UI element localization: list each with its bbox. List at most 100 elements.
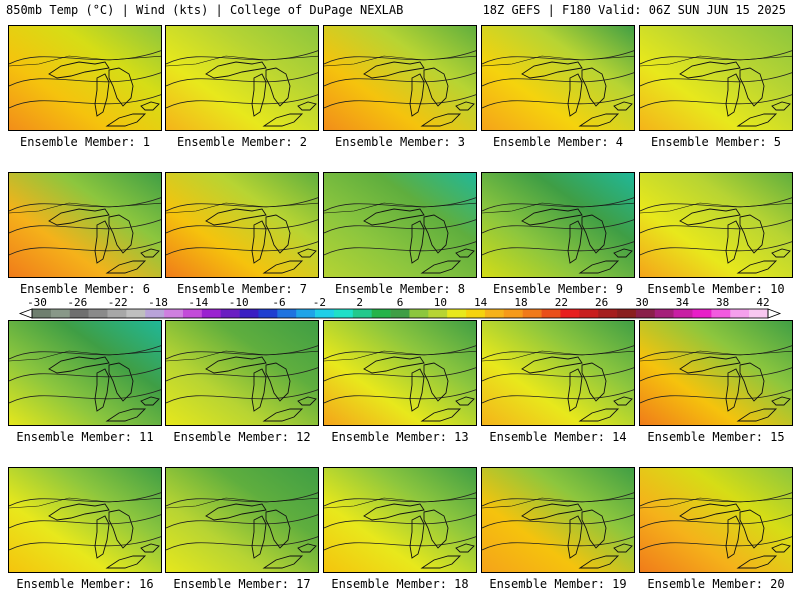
member-map-panel [639, 320, 793, 426]
colorbar-swatch [503, 309, 523, 318]
colorbar-swatch [484, 309, 505, 318]
colorbar-tick-label: -10 [229, 296, 249, 309]
temperature-field-map [166, 173, 318, 277]
member-label: Ensemble Member: 1 [19, 135, 151, 149]
member-map-panel [639, 172, 793, 278]
colorbar-swatch [635, 309, 656, 318]
colorbar-swatch [617, 309, 637, 318]
colorbar-tick-label: 22 [555, 296, 568, 309]
member-map-panel [323, 25, 477, 131]
member-map-panel [323, 172, 477, 278]
temperature-field-map [640, 321, 792, 425]
member-label: Ensemble Member: 16 [16, 577, 154, 591]
member-label: Ensemble Member: 9 [492, 282, 624, 296]
colorbar-swatch [239, 309, 259, 318]
colorbar-swatch [749, 309, 769, 318]
colorbar-swatch [32, 309, 52, 318]
colorbar-swatch [371, 309, 391, 318]
colorbar-swatch [673, 309, 693, 318]
colorbar-swatch [428, 309, 448, 318]
member-map-panel [481, 25, 635, 131]
temperature-field-map [482, 321, 634, 425]
member-label: Ensemble Member: 6 [19, 282, 151, 296]
member-map-panel [165, 467, 319, 573]
member-label: Ensemble Member: 5 [650, 135, 782, 149]
colorbar-swatch [654, 309, 674, 318]
temperature-field-map [482, 26, 634, 130]
member-map-panel [165, 25, 319, 131]
colorbar-swatch [541, 309, 561, 318]
colorbar-swatch [352, 309, 372, 318]
colorbar-swatch [579, 309, 599, 318]
colorbar-swatch [145, 309, 165, 318]
temperature-field-map [640, 468, 792, 572]
colorbar-swatch [333, 309, 354, 318]
colorbar-tick-label: -2 [313, 296, 326, 309]
colorbar-tick-label: -18 [148, 296, 168, 309]
temperature-field-map [640, 173, 792, 277]
member-map-panel [323, 320, 477, 426]
member-label: Ensemble Member: 17 [173, 577, 311, 591]
colorbar-tick-label: -6 [272, 296, 285, 309]
colorbar-tick-label: 38 [716, 296, 729, 309]
model-run-valid-time: 18Z GEFS | F180 Valid: 06Z SUN JUN 15 20… [482, 3, 786, 17]
temperature-colorbar: -30 -26 -22 -18 -14 -10 -6 -2 2 6 10 14 18 22 26 30 34 38… [18, 296, 782, 319]
temperature-field-map [9, 321, 161, 425]
colorbar-tick-label: 2 [356, 296, 363, 309]
colorbar-swatch [409, 309, 429, 318]
member-label: Ensemble Member: 3 [334, 135, 466, 149]
member-label: Ensemble Member: 11 [16, 430, 154, 444]
member-map-panel [8, 320, 162, 426]
member-map-panel [8, 467, 162, 573]
member-label: Ensemble Member: 19 [489, 577, 627, 591]
temperature-field-map [166, 321, 318, 425]
member-label: Ensemble Member: 7 [176, 282, 308, 296]
temperature-field-map [9, 173, 161, 277]
colorbar-tick-label: 6 [397, 296, 404, 309]
member-map-panel [165, 172, 319, 278]
temperature-field-map [166, 468, 318, 572]
temperature-field-map [9, 468, 161, 572]
member-label: Ensemble Member: 14 [489, 430, 627, 444]
temperature-field-map [324, 26, 476, 130]
member-label: Ensemble Member: 20 [647, 577, 785, 591]
member-map-panel [481, 467, 635, 573]
member-label: Ensemble Member: 2 [176, 135, 308, 149]
member-label: Ensemble Member: 13 [331, 430, 469, 444]
colorbar-tick-label: 26 [595, 296, 608, 309]
colorbar-tick-label: -26 [67, 296, 87, 309]
member-label: Ensemble Member: 8 [334, 282, 466, 296]
colorbar-tick-label: 18 [514, 296, 527, 309]
colorbar-swatch [390, 309, 410, 318]
member-map-panel [165, 320, 319, 426]
colorbar-swatch [164, 309, 184, 318]
member-map-panel [639, 25, 793, 131]
member-map-panel [481, 172, 635, 278]
colorbar-swatch [730, 309, 750, 318]
colorbar-swatch [598, 309, 618, 318]
colorbar-swatch [466, 309, 486, 318]
temperature-field-map [324, 321, 476, 425]
member-map-panel [8, 172, 162, 278]
colorbar-swatch [201, 309, 222, 318]
member-label: Ensemble Member: 4 [492, 135, 624, 149]
member-label: Ensemble Member: 18 [331, 577, 469, 591]
temperature-field-map [482, 468, 634, 572]
colorbar-swatch [88, 309, 108, 318]
member-label: Ensemble Member: 15 [647, 430, 785, 444]
colorbar-tick-label: 14 [474, 296, 488, 309]
colorbar-swatch [220, 309, 240, 318]
temperature-field-map [324, 173, 476, 277]
member-label: Ensemble Member: 10 [647, 282, 785, 296]
member-label: Ensemble Member: 12 [173, 430, 311, 444]
colorbar-swatch [69, 309, 89, 318]
colorbar-swatch [447, 309, 467, 318]
temperature-field-map [640, 26, 792, 130]
colorbar-tick-label: -30 [27, 296, 47, 309]
colorbar-swatch [50, 309, 71, 318]
member-map-panel [639, 467, 793, 573]
colorbar-swatch [182, 309, 203, 318]
colorbar-tick-label: 30 [635, 296, 648, 309]
colorbar-swatch [560, 309, 580, 318]
member-map-panel [323, 467, 477, 573]
